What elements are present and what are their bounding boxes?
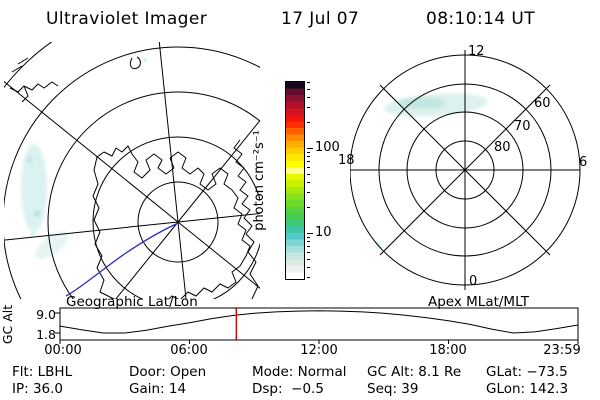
colorbar-tick	[307, 258, 310, 260]
colorbar-tick	[307, 246, 310, 248]
mlt-label-0: 0	[469, 274, 478, 289]
aurora-patch-geo	[21, 58, 147, 260]
caption-geographic: Geographic Lat/Lon	[66, 294, 198, 310]
ytick-9: 9.0	[36, 307, 56, 322]
colorbar-tick	[307, 236, 310, 238]
status-flt: Flt: LBHL	[12, 364, 73, 380]
header-time: 08:10:14 UT	[426, 9, 535, 29]
xtick-2359: 23:59	[543, 343, 581, 358]
colorbar-tick	[307, 151, 310, 153]
colorbar-tick	[307, 173, 310, 175]
caption-apex: Apex MLat/MLT	[428, 294, 529, 310]
status-gain: Gain: 14	[129, 381, 187, 397]
colorbar-tick	[307, 277, 310, 279]
colorbar-tick	[307, 207, 310, 209]
status-seq: Seq: 39	[367, 381, 419, 397]
colorbar-tick	[307, 156, 310, 158]
colorbar-tick	[307, 233, 313, 234]
colorbar-tick-label: 10	[315, 225, 332, 240]
mlt-label-6: 6	[579, 155, 588, 170]
mlt-label-18: 18	[338, 153, 355, 168]
coastline	[9, 56, 259, 299]
colorbar-tick	[307, 107, 310, 109]
xtick-1800: 18:00	[429, 343, 467, 358]
aurora-arc-apex	[375, 93, 488, 248]
gc-alt-curve	[59, 310, 579, 334]
mlat-ring-label-80: 80	[494, 140, 511, 155]
colorbar-tick-label: 100	[315, 140, 340, 155]
status-mode: Mode: Normal	[252, 364, 347, 380]
colorbar-ticks: 100 10	[307, 81, 347, 280]
status-ip: IP: 36.0	[12, 381, 64, 397]
axis-ticks	[55, 312, 579, 344]
colorbar-tick	[307, 241, 310, 243]
timeline-frame	[59, 307, 579, 341]
colorbar-tick	[307, 251, 310, 253]
terminator-line	[65, 222, 179, 297]
xtick-0600: 06:00	[170, 343, 208, 358]
colorbar-tick	[307, 161, 310, 163]
colorbar-tick	[307, 88, 310, 90]
colorbar-tick	[307, 96, 310, 98]
status-gcalt: GC Alt: 8.1 Re	[367, 364, 462, 380]
mlt-spokes	[350, 50, 580, 290]
colorbar-unit-label: photon cm⁻²s⁻¹	[251, 130, 267, 231]
colorbar-tick	[307, 148, 313, 149]
status-col-mode: Mode: Normal Dsp: −0.5	[252, 364, 346, 398]
latitude-circles	[4, 42, 260, 299]
mlat-ring-label-70: 70	[514, 119, 531, 134]
app-title: Ultraviolet Imager	[46, 9, 208, 29]
colorbar-tick	[307, 192, 310, 194]
colorbar-tick	[307, 266, 310, 268]
colorbar-gradient	[285, 81, 305, 280]
ytick-1.8: 1.8	[36, 327, 56, 342]
status-col-door: Door: Open Gain: 14	[129, 364, 206, 398]
status-col-flight: Flt: LBHL IP: 36.0	[12, 364, 72, 398]
status-door: Door: Open	[129, 364, 207, 380]
timeline-plot	[55, 307, 579, 344]
xtick-0000: 00:00	[44, 343, 82, 358]
mlt-label-12: 12	[468, 44, 485, 59]
geographic-polar-map	[4, 42, 260, 299]
header-date: 17 Jul 07	[281, 9, 360, 29]
colorbar	[285, 81, 305, 280]
apex-polar-plot	[350, 50, 581, 290]
colorbar-tick	[307, 166, 310, 168]
status-dsp: Dsp: −0.5	[252, 381, 324, 397]
status-col-orbit: GC Alt: 8.1 Re Seq: 39	[367, 364, 461, 398]
mlat-ring-label-60: 60	[534, 96, 551, 111]
colorbar-tick	[307, 181, 310, 183]
status-glon: GLon: 142.3	[486, 381, 569, 397]
status-glat: GLat: −73.5	[486, 364, 568, 380]
colorbar-tick	[307, 122, 310, 124]
colorbar-tick	[307, 81, 310, 83]
meridian-spokes	[4, 42, 260, 299]
xtick-1200: 12:00	[300, 343, 338, 358]
status-col-geo: GLat: −73.5 GLon: 142.3	[486, 364, 568, 398]
